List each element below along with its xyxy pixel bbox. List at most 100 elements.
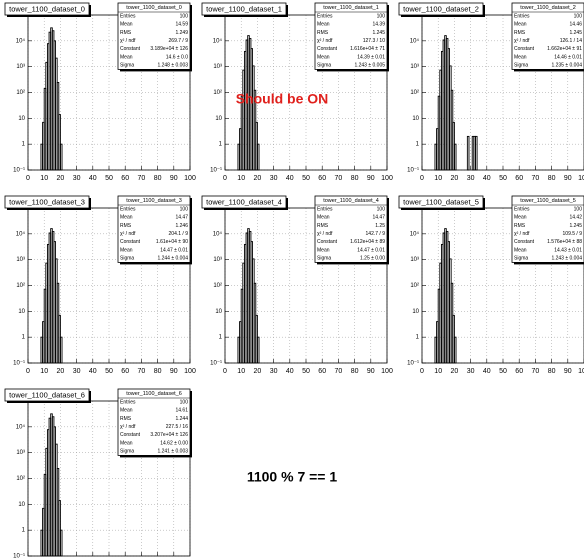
stats-value: 14.47 <box>372 215 385 221</box>
y-tick-label: 10⁴ <box>410 37 420 44</box>
x-tick-label: 40 <box>89 175 97 182</box>
stats-label: Entries <box>514 206 530 212</box>
y-tick-label: 10⁴ <box>213 37 223 44</box>
x-tick-label: 60 <box>318 175 326 182</box>
stats-value: 14.47 ± 0.01 <box>160 247 188 253</box>
x-tick-label: 30 <box>467 175 475 182</box>
y-tick-label: 10⁻¹ <box>13 361 25 367</box>
stats-value: 1.249 <box>175 30 188 36</box>
x-tick-label: 60 <box>515 175 523 182</box>
stats-label: Entries <box>120 206 136 212</box>
stats-value: 14.6 ± 0.0 <box>166 54 188 60</box>
stats-label: Constant <box>317 239 338 245</box>
stats-title: tower_1100_dataset_4 <box>323 198 379 204</box>
plot-frame <box>224 14 388 171</box>
stats-label: χ² / ndf <box>120 38 136 44</box>
stats-value: 1.243 ± 0.005 <box>354 63 385 69</box>
stats-value: 14.47 ± 0.01 <box>357 247 385 253</box>
x-tick-label: 10 <box>40 175 48 182</box>
x-tick-label: 40 <box>286 368 294 375</box>
y-tick-label: 10² <box>16 283 25 289</box>
stats-label: Mean <box>514 54 527 60</box>
stats-value: 14.46 <box>569 22 582 28</box>
x-tick-label: 100 <box>184 175 196 182</box>
stats-value: 1.246 <box>175 223 188 229</box>
stats-label: Sigma <box>514 256 528 262</box>
y-tick-label: 10³ <box>16 257 25 263</box>
x-tick-label: 30 <box>73 175 81 182</box>
stats-value: 142.7 / 9 <box>366 231 386 237</box>
y-tick-label: 10² <box>16 476 25 482</box>
chart-title: tower_1100_dataset_3 <box>9 197 85 206</box>
x-tick-label: 0 <box>26 368 30 375</box>
x-tick-label: 20 <box>254 175 262 182</box>
y-tick-label: 10⁻¹ <box>13 554 25 559</box>
y-tick-label: 10 <box>412 309 419 315</box>
y-tick-label: 10³ <box>410 257 419 263</box>
title-box <box>398 2 484 16</box>
y-tick-label: 10 <box>18 309 25 315</box>
x-tick-label: 100 <box>381 368 393 375</box>
x-tick-label: 50 <box>499 175 507 182</box>
y-tick-label: 10³ <box>16 450 25 456</box>
stats-label: RMS <box>120 30 132 36</box>
x-tick-label: 100 <box>578 175 584 182</box>
stats-title: tower_1100_dataset_2 <box>520 5 576 11</box>
stats-label: Sigma <box>120 63 134 69</box>
stats-value: 100 <box>574 13 583 19</box>
x-tick-label: 70 <box>335 368 343 375</box>
stats-label: Mean <box>317 215 330 221</box>
stats-label: Entries <box>317 13 333 19</box>
x-tick-label: 100 <box>578 368 584 375</box>
stats-value: 14.42 <box>569 215 582 221</box>
stats-box <box>511 2 584 70</box>
stats-box <box>511 195 584 263</box>
stats-value: 126.1 / 14 <box>560 38 582 44</box>
stats-value: 1.576e+04 ± 88 <box>547 239 582 245</box>
x-tick-label: 70 <box>335 175 343 182</box>
stats-value: 14.62 ± 0.00 <box>160 440 188 446</box>
y-tick-label: 10² <box>213 283 222 289</box>
stats-label: χ² / ndf <box>120 424 136 430</box>
stats-label: Mean <box>120 54 133 60</box>
x-tick-label: 90 <box>170 368 178 375</box>
x-tick-label: 50 <box>105 368 113 375</box>
x-tick-label: 60 <box>318 368 326 375</box>
plot-frame <box>27 400 191 557</box>
stats-label: χ² / ndf <box>317 38 333 44</box>
stats-title: tower_1100_dataset_3 <box>126 198 182 204</box>
stats-value: 100 <box>180 206 189 212</box>
chart-title: tower_1100_dataset_0 <box>9 4 85 13</box>
y-tick-label: 10³ <box>213 257 222 263</box>
stats-value: 14.61 <box>175 408 188 414</box>
stats-label: Entries <box>514 13 530 19</box>
x-tick-label: 10 <box>434 368 442 375</box>
stats-box <box>314 2 388 70</box>
stats-label: Mean <box>120 215 133 221</box>
chart-title: tower_1100_dataset_2 <box>403 4 479 13</box>
x-tick-label: 100 <box>184 368 196 375</box>
title-box <box>201 195 287 209</box>
stats-label: χ² / ndf <box>317 231 333 237</box>
stats-value: 14.43 ± 0.01 <box>554 247 582 253</box>
stats-label: Constant <box>317 46 338 52</box>
y-tick-label: 1 <box>22 142 26 148</box>
stats-label: Mean <box>514 215 527 221</box>
x-tick-label: 0 <box>420 175 424 182</box>
y-tick-label: 1 <box>22 528 26 534</box>
stats-value: 1.244 <box>175 416 188 422</box>
stats-box <box>314 195 388 263</box>
stats-label: Constant <box>120 432 141 438</box>
x-tick-label: 0 <box>223 368 227 375</box>
stats-label: Mean <box>120 440 133 446</box>
y-tick-label: 10³ <box>16 64 25 70</box>
y-tick-label: 1 <box>22 335 26 341</box>
x-tick-label: 10 <box>237 175 245 182</box>
stats-value: 1.248 ± 0.003 <box>157 63 188 69</box>
x-tick-label: 30 <box>270 175 278 182</box>
stats-label: Sigma <box>317 63 331 69</box>
y-tick-label: 10 <box>18 502 25 508</box>
x-tick-label: 20 <box>254 368 262 375</box>
annotation: Should be ON <box>236 91 329 107</box>
stats-label: χ² / ndf <box>120 231 136 237</box>
